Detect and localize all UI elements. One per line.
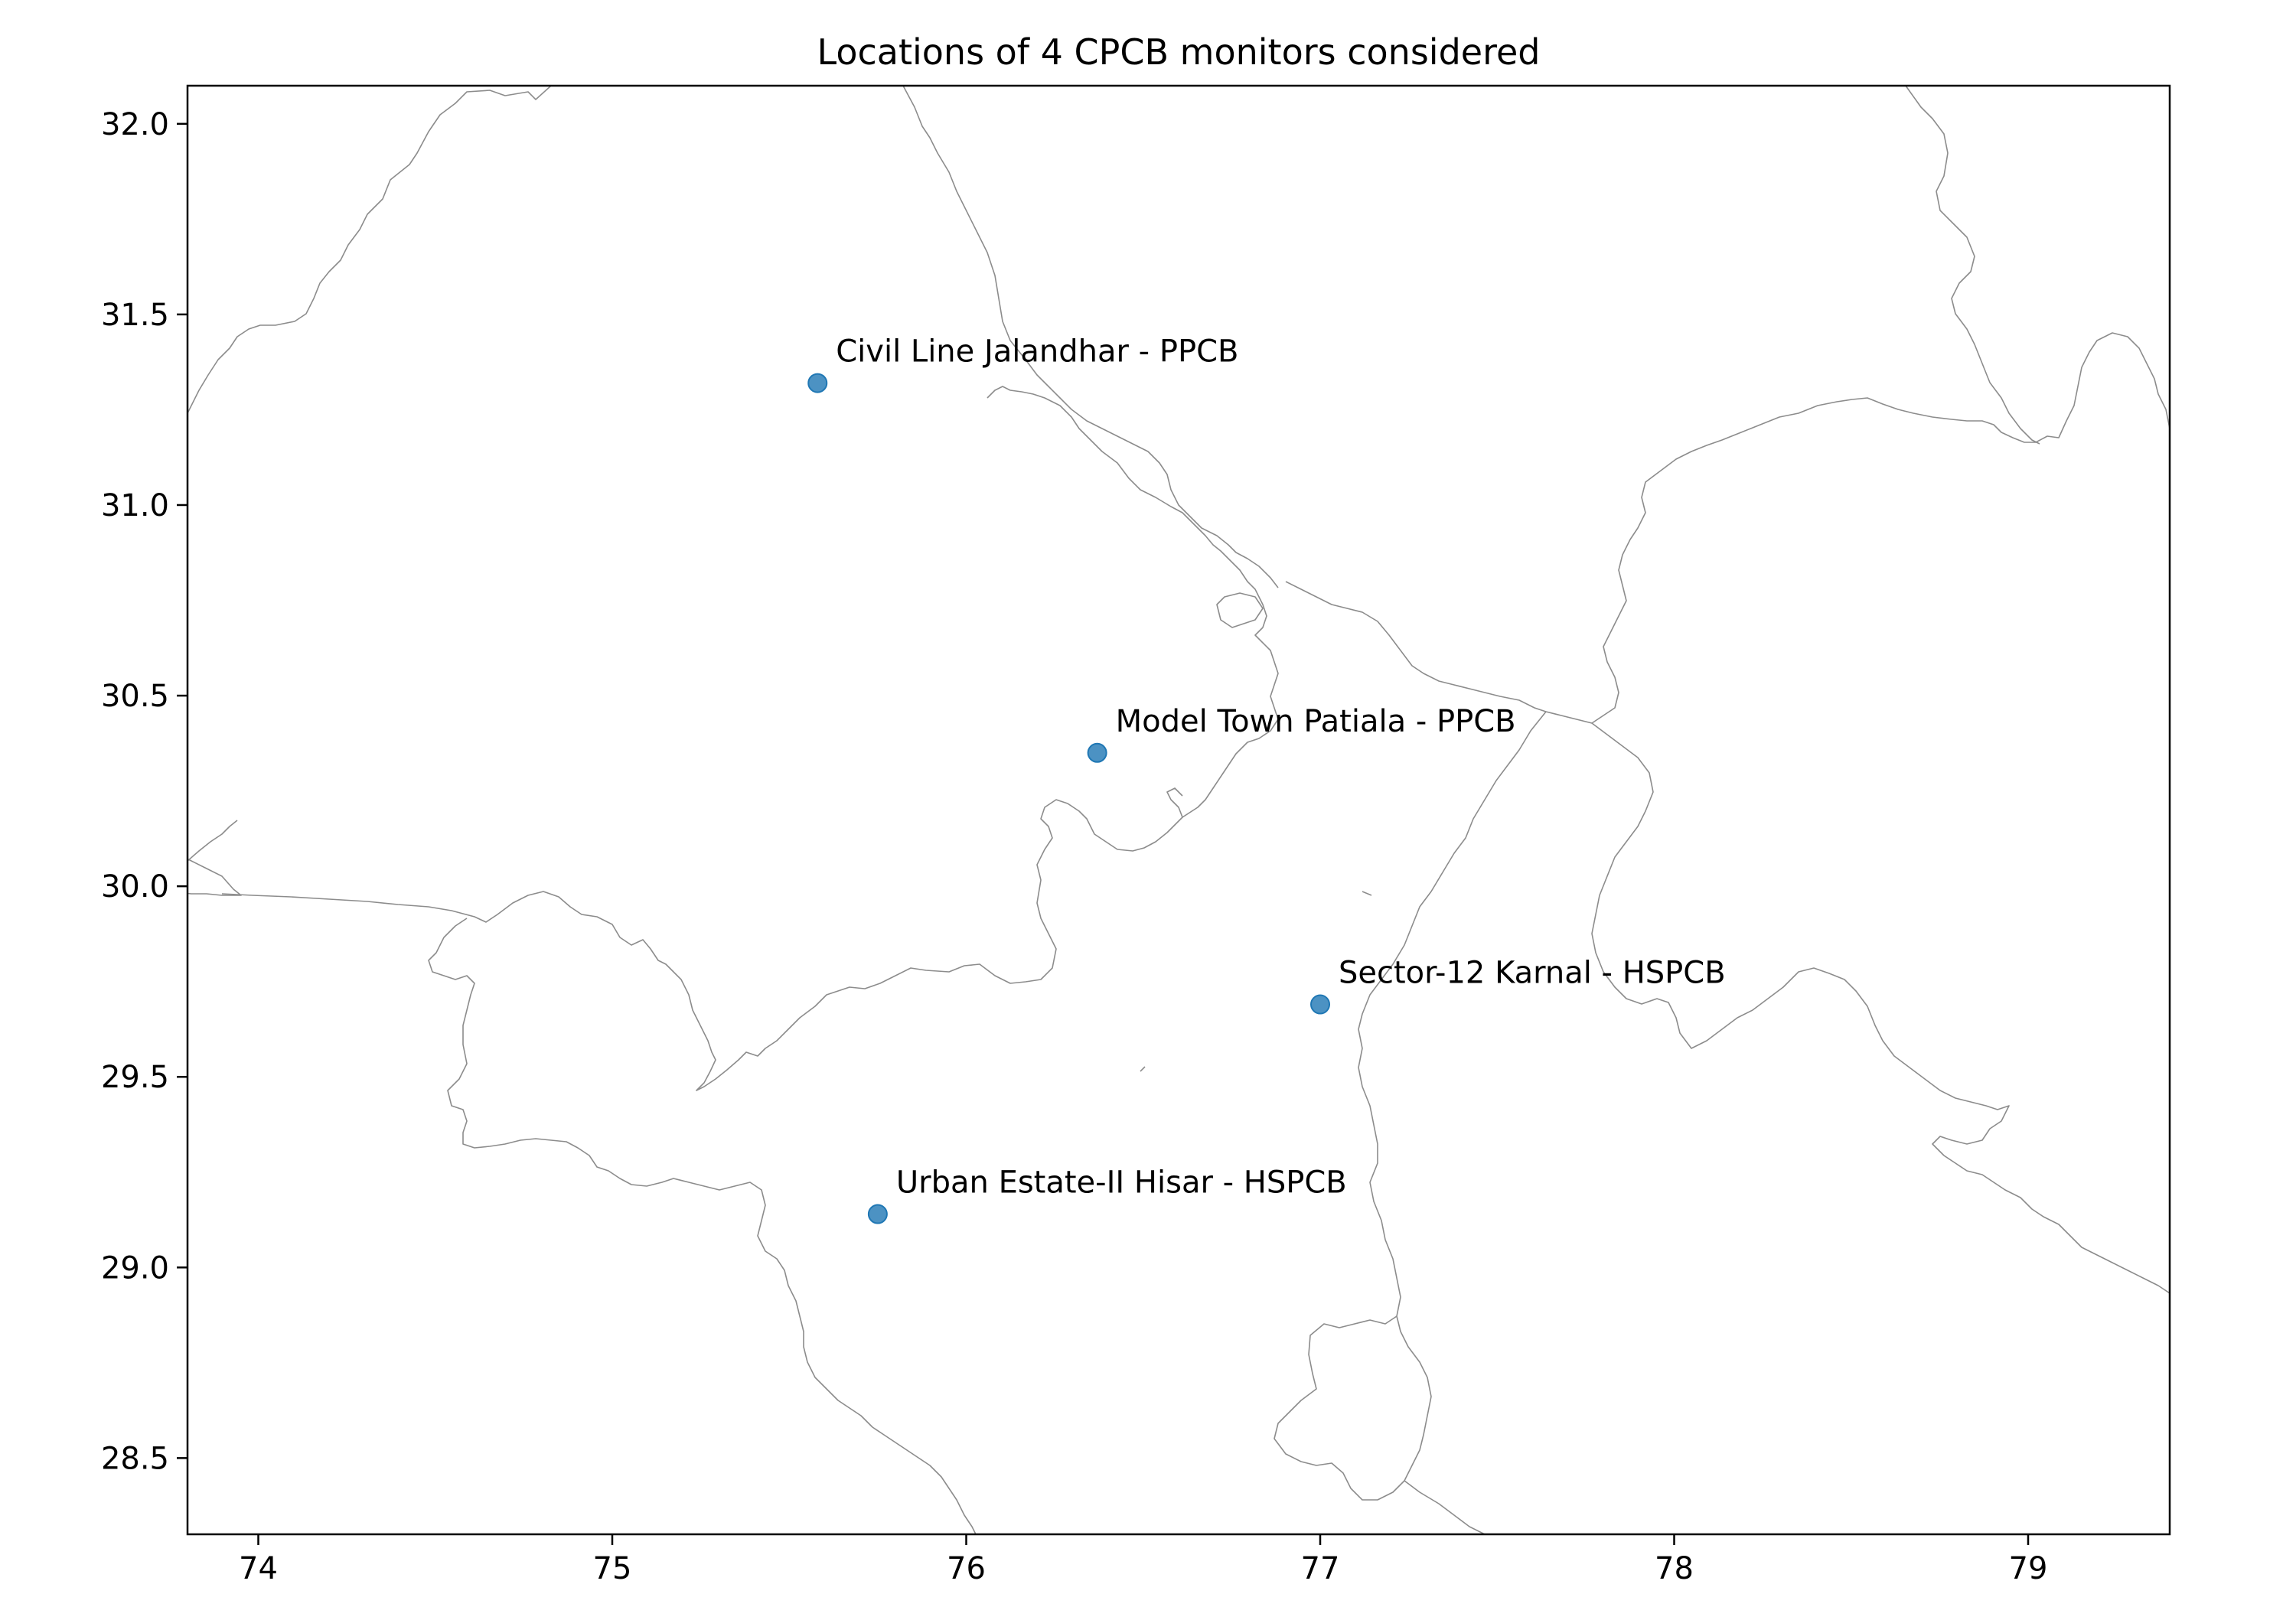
y-tick-label: 30.0 bbox=[101, 869, 169, 905]
monitor-label: Model Town Patiala - PPCB bbox=[1116, 704, 1516, 739]
chart-title: Locations of 4 CPCB monitors considered bbox=[817, 31, 1541, 73]
x-tick-label: 75 bbox=[593, 1551, 632, 1586]
y-tick-label: 29.5 bbox=[101, 1060, 169, 1095]
monitor-marker bbox=[867, 1204, 888, 1224]
punjab-boundary bbox=[188, 86, 552, 896]
y-tick-label: 29.0 bbox=[101, 1250, 169, 1286]
up-uttarakhand-boundary bbox=[1591, 722, 2170, 1294]
pakistan-border-fragment bbox=[188, 820, 238, 862]
x-tick-label: 77 bbox=[1301, 1551, 1340, 1586]
x-tick-label: 76 bbox=[947, 1551, 986, 1586]
y-tick-label: 32.0 bbox=[101, 107, 169, 142]
monitor-marker bbox=[1087, 742, 1107, 763]
y-axis: 28.5 29.0 29.5 30.0 30.5 31.0 31.5 32.0 bbox=[101, 107, 188, 1476]
boundary-fragment-2 bbox=[1140, 1066, 1146, 1072]
punjab-east-boundary bbox=[987, 386, 1279, 818]
monitor-marker bbox=[807, 373, 828, 393]
himachal-boundary bbox=[902, 86, 1279, 588]
x-tick-label: 78 bbox=[1655, 1551, 1694, 1586]
y-tick-label: 28.5 bbox=[101, 1441, 169, 1476]
chandigarh-pocket bbox=[1216, 592, 1264, 628]
plot-area-frame bbox=[186, 84, 2171, 1536]
haryana-rajasthan-boundary bbox=[428, 918, 977, 1534]
monitor-label: Sector-12 Karnal - HSPCB bbox=[1339, 956, 1726, 991]
himachal-uttarakhand-boundary bbox=[1285, 332, 2170, 724]
haryana-southeast-boundary bbox=[1404, 1480, 1496, 1534]
y-tick-label: 31.5 bbox=[101, 298, 169, 333]
himachal-north-boundary bbox=[1905, 86, 2040, 445]
monitor-marker bbox=[1310, 994, 1330, 1015]
monitor-label: Urban Estate-II Hisar - HSPCB bbox=[896, 1165, 1347, 1201]
haryana-up-boundary bbox=[1358, 711, 1547, 1317]
monitor-label: Civil Line Jalandhar - PPCB bbox=[836, 334, 1238, 370]
x-axis: 74 75 76 77 78 79 bbox=[239, 1534, 2047, 1586]
state-boundaries bbox=[188, 86, 2170, 1534]
delhi-boundary bbox=[1274, 1315, 1432, 1501]
y-tick-label: 31.0 bbox=[101, 488, 169, 523]
x-tick-label: 79 bbox=[2009, 1551, 2048, 1586]
y-tick-label: 30.5 bbox=[101, 679, 169, 714]
x-tick-label: 74 bbox=[239, 1551, 278, 1586]
boundary-fragment-1 bbox=[1362, 891, 1372, 896]
punjab-south-boundary bbox=[221, 787, 1183, 1091]
monitor-markers: Civil Line Jalandhar - PPCB Model Town Pa… bbox=[807, 334, 1726, 1224]
